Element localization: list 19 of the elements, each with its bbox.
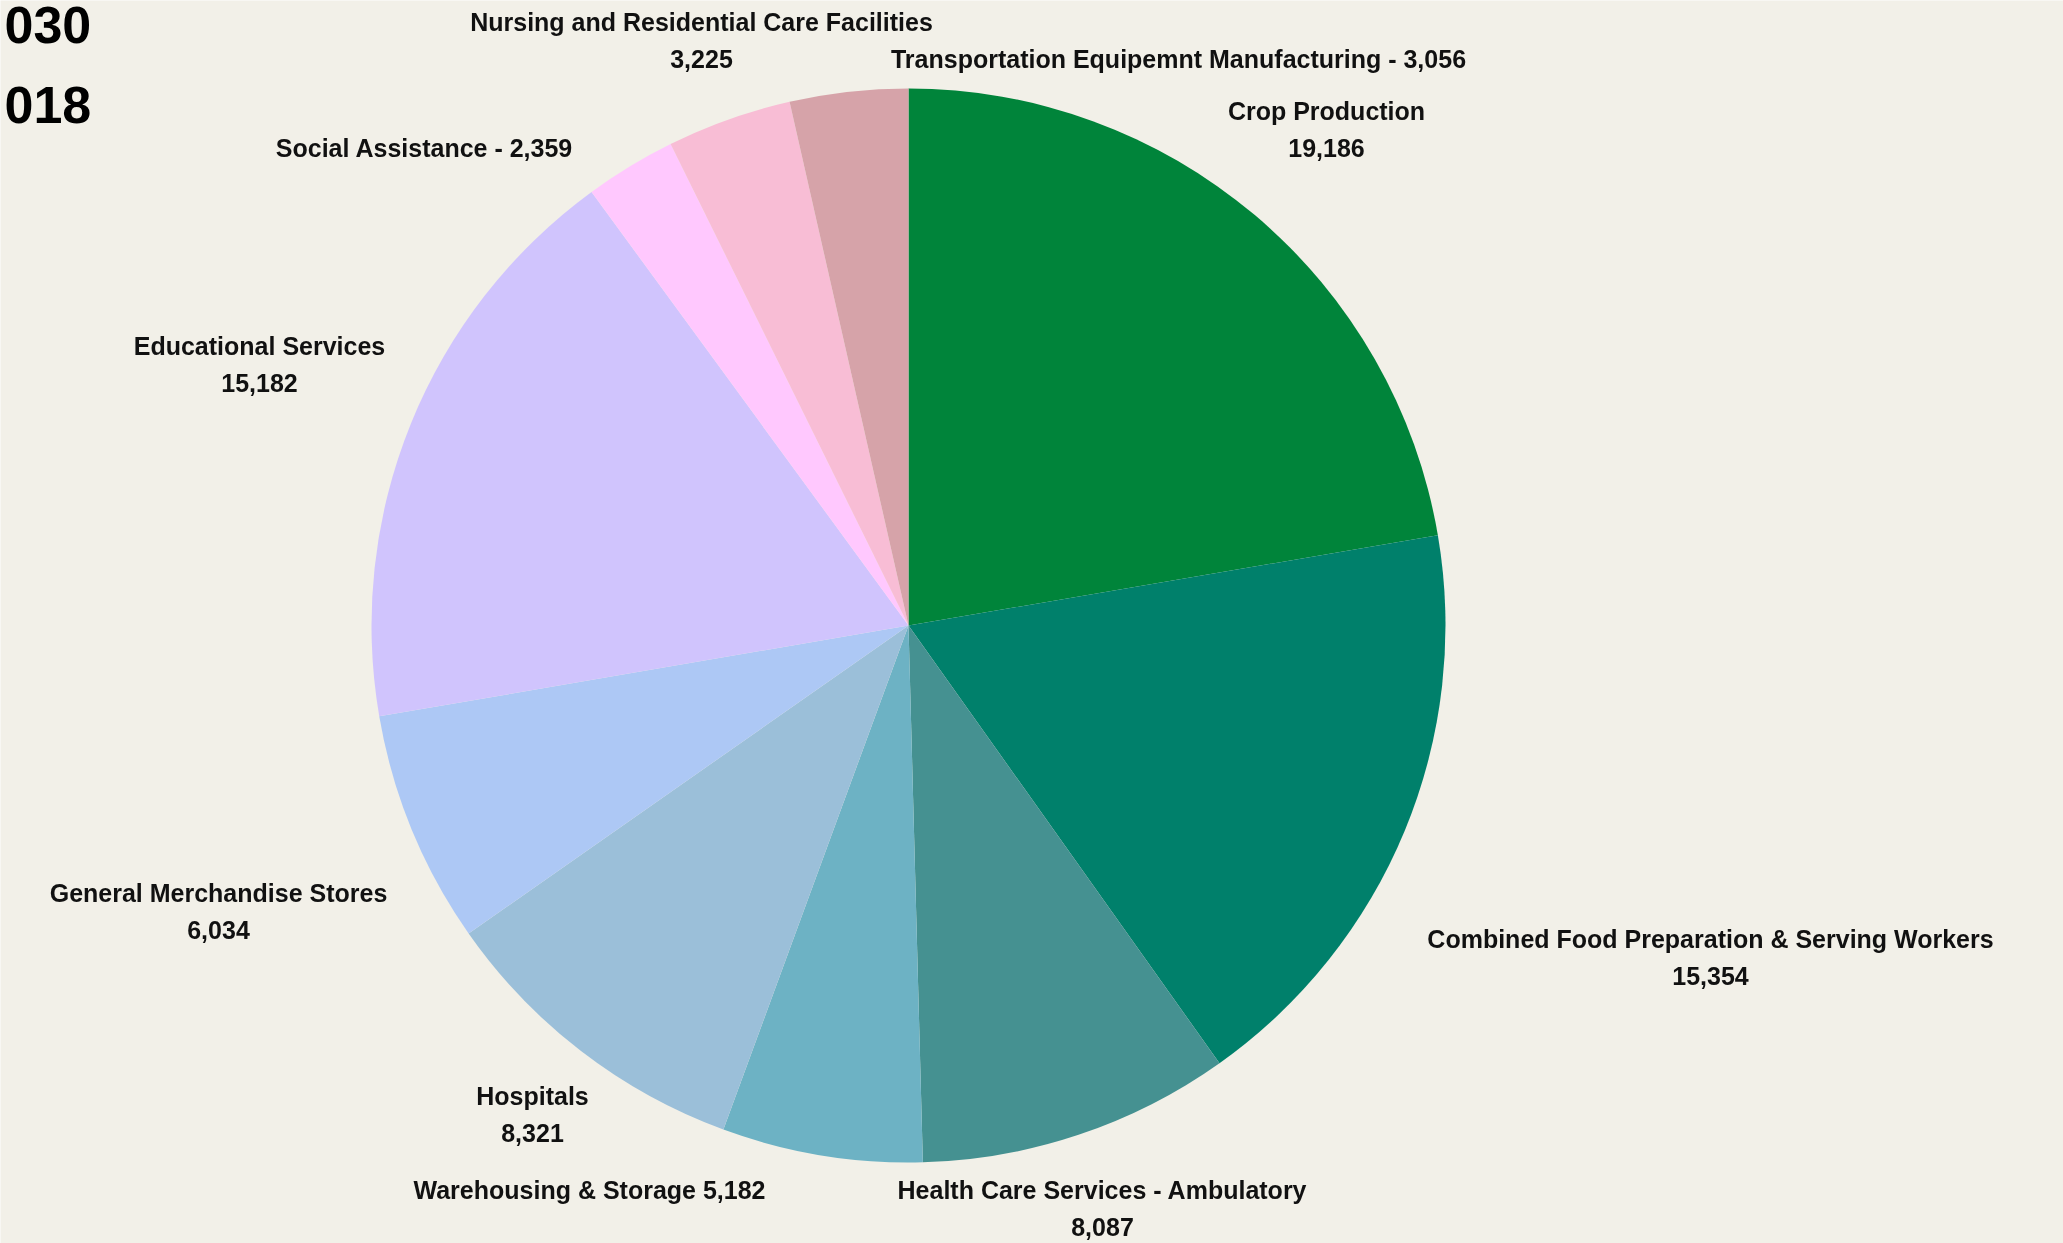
data-label: 15,182	[221, 368, 298, 397]
slice-label: Nursing and Residential Care Facilities	[470, 7, 933, 36]
slice-label: Combined Food Preparation & Serving Workers	[1427, 924, 1994, 953]
data-label: 6,034	[187, 915, 250, 944]
text: 018	[4, 75, 92, 134]
data-label: 8,087	[1071, 1212, 1134, 1241]
data-label: 8,321	[501, 1118, 564, 1147]
text: 030	[4, 0, 92, 54]
slice-label: Social Assistance - 2,359	[275, 133, 573, 162]
slice-label: Health Care Services - Ambulatory	[897, 1175, 1307, 1204]
slice-label: Crop Production	[1227, 96, 1426, 125]
slice-label: General Merchandise Stores	[49, 878, 388, 907]
data-label: 3,225	[670, 44, 733, 73]
data-label: 15,354	[1672, 961, 1749, 990]
slice-label: Warehousing & Storage 5,182	[413, 1175, 766, 1204]
slice-label: Hospitals	[476, 1081, 589, 1110]
slice-label: Transportation Equipemnt Manufacturing - 3,056	[890, 44, 1467, 73]
slice-label: Educational Services	[133, 331, 386, 360]
data-label: 19,186	[1288, 133, 1365, 162]
